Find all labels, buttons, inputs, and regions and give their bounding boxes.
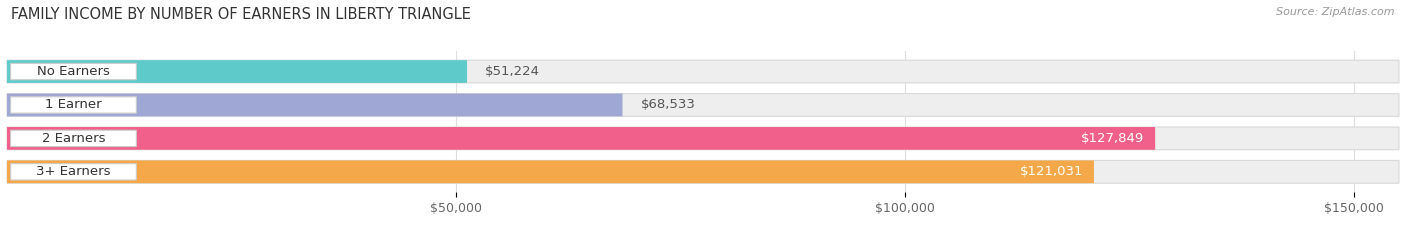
- Text: FAMILY INCOME BY NUMBER OF EARNERS IN LIBERTY TRIANGLE: FAMILY INCOME BY NUMBER OF EARNERS IN LI…: [11, 7, 471, 22]
- Text: $68,533: $68,533: [641, 99, 696, 111]
- FancyBboxPatch shape: [11, 97, 136, 113]
- Text: 2 Earners: 2 Earners: [42, 132, 105, 145]
- Text: Source: ZipAtlas.com: Source: ZipAtlas.com: [1277, 7, 1395, 17]
- FancyBboxPatch shape: [7, 161, 1399, 183]
- Text: $51,224: $51,224: [485, 65, 540, 78]
- FancyBboxPatch shape: [7, 60, 1399, 83]
- Text: $121,031: $121,031: [1019, 165, 1083, 178]
- FancyBboxPatch shape: [7, 161, 1094, 183]
- Text: 1 Earner: 1 Earner: [45, 99, 101, 111]
- FancyBboxPatch shape: [7, 94, 1399, 116]
- FancyBboxPatch shape: [11, 164, 136, 180]
- FancyBboxPatch shape: [11, 63, 136, 80]
- Text: No Earners: No Earners: [37, 65, 110, 78]
- FancyBboxPatch shape: [7, 127, 1399, 150]
- FancyBboxPatch shape: [7, 94, 623, 116]
- FancyBboxPatch shape: [11, 130, 136, 146]
- Text: $127,849: $127,849: [1081, 132, 1144, 145]
- Text: 3+ Earners: 3+ Earners: [37, 165, 111, 178]
- FancyBboxPatch shape: [7, 127, 1156, 150]
- FancyBboxPatch shape: [7, 60, 467, 83]
